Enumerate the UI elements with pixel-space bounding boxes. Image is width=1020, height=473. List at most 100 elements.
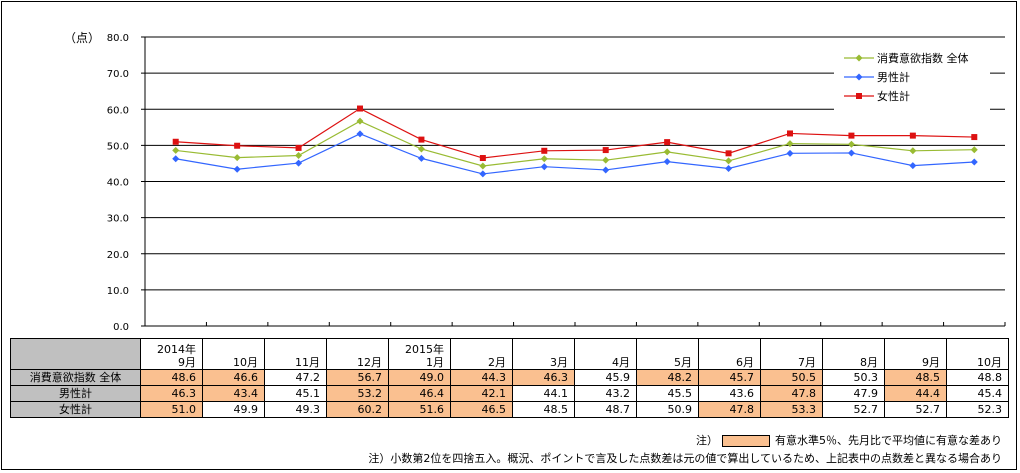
legend-marker: [856, 93, 862, 99]
table-month-header: 10月: [946, 338, 1009, 370]
data-table: 2014年 9月 10月 11月 12月 2015年 1月 2月 3月 4月 5月 6月 7月 8月 9月 1…: [10, 338, 1009, 418]
table-cell: 45.7: [698, 369, 761, 386]
table-cell: 46.3: [512, 369, 575, 386]
table-cell: 43.4: [202, 385, 265, 402]
table-cell: 50.9: [636, 401, 699, 418]
y-tick-label: 30.0: [107, 214, 129, 225]
data-point: [848, 132, 855, 139]
series-line: [175, 107, 975, 159]
table-cell: 43.2: [574, 385, 637, 402]
table-row: 男性計 46.3 43.4 45.1 53.2 46.4 42.1 44.1 43.2 45.5 4…: [10, 385, 1009, 402]
legend-label: 消費意欲指数 全体: [877, 51, 969, 65]
table-cell: 43.6: [698, 385, 761, 402]
data-point: [418, 136, 425, 143]
table-header-row: 2014年 9月 10月 11月 12月 2015年 1月 2月 3月 4月 5月 6月 7月 8月 9月 1…: [10, 338, 1009, 370]
data-point: [971, 134, 978, 141]
table-cell: 47.2: [264, 369, 327, 386]
table-corner-cell: [10, 338, 141, 370]
table-row-label: 男性計: [10, 385, 141, 402]
data-point: [295, 159, 303, 167]
table-cell: 48.7: [574, 401, 637, 418]
table-cell: 50.5: [760, 369, 823, 386]
table-month-header: 10月: [202, 338, 265, 370]
table-cell: 51.0: [140, 401, 203, 418]
y-tick-label: 80.0: [107, 33, 129, 44]
series-line: [175, 133, 975, 175]
data-point: [909, 147, 917, 155]
data-point: [479, 170, 487, 178]
table-month-header: 2015年 1月: [388, 338, 451, 370]
table-cell: 47.9: [822, 385, 885, 402]
legend-label: 女性計: [877, 89, 910, 103]
series-line: [175, 120, 975, 167]
table-cell: 46.5: [450, 401, 513, 418]
table-row-label: 消費意欲指数 全体: [10, 369, 141, 386]
data-point: [234, 142, 241, 149]
data-point: [725, 157, 733, 165]
data-point: [172, 138, 179, 145]
data-point: [725, 164, 733, 172]
data-point: [356, 130, 364, 138]
table-month-header: 2014年 9月: [140, 338, 203, 370]
table-month-header: 11月: [264, 338, 327, 370]
table-month-header: 7月: [760, 338, 823, 370]
table-row: 消費意欲指数 全体 48.6 46.6 47.2 56.7 49.0 44.3 46.3 45.…: [10, 369, 1009, 386]
y-tick-label: 20.0: [107, 250, 129, 261]
data-point: [664, 139, 671, 146]
series-lines: [172, 105, 978, 178]
table-cell: 44.1: [512, 385, 575, 402]
data-point: [479, 162, 487, 170]
legend-label: 男性計: [877, 70, 910, 84]
data-point: [663, 148, 671, 156]
table-cell: 45.1: [264, 385, 327, 402]
data-point: [233, 154, 241, 162]
data-point: [602, 147, 609, 154]
data-point: [540, 163, 548, 171]
table-cell: 46.6: [202, 369, 265, 386]
significance-text: 有意水準5％、先月比で平均値に有意な差あり: [775, 434, 1002, 447]
y-tick-label: 60.0: [107, 105, 129, 116]
data-point: [663, 158, 671, 166]
data-point: [479, 155, 486, 162]
data-point: [417, 154, 425, 162]
table-cell: 46.3: [140, 385, 203, 402]
data-point: [786, 140, 794, 148]
data-point: [172, 155, 180, 163]
data-point: [786, 149, 794, 157]
table-cell: 49.9: [202, 401, 265, 418]
data-point: [172, 146, 180, 154]
data-point: [847, 140, 855, 148]
x-axis: [144, 322, 1006, 326]
table-cell: 52.7: [884, 401, 947, 418]
data-point: [602, 156, 610, 164]
table-cell: 44.3: [450, 369, 513, 386]
table-cell: 48.5: [512, 401, 575, 418]
data-point: [970, 146, 978, 154]
table-month-header: 3月: [512, 338, 575, 370]
table-cell: 49.3: [264, 401, 327, 418]
significance-note: 注） 有意水準5％、先月比で平均値に有意な差あり: [368, 432, 1002, 450]
table-cell: 47.8: [698, 401, 761, 418]
y-tick-label: 40.0: [107, 178, 129, 189]
table-cell: 42.1: [450, 385, 513, 402]
y-tick-label: 70.0: [107, 69, 129, 80]
data-point: [725, 150, 732, 157]
legend-marker: [855, 54, 863, 62]
table-cell: 45.4: [946, 385, 1009, 402]
table-month-header: 12月: [326, 338, 389, 370]
line-chart: 0.010.020.030.040.050.060.070.080.0 （点） …: [64, 31, 1006, 333]
y-tick-label: 10.0: [107, 286, 129, 297]
data-point: [909, 132, 916, 139]
table-cell: 46.4: [388, 385, 451, 402]
table-cell: 50.3: [822, 369, 885, 386]
data-point: [356, 117, 364, 125]
table-cell: 51.6: [388, 401, 451, 418]
table-cell: 45.9: [574, 369, 637, 386]
table-cell: 52.7: [822, 401, 885, 418]
data-point: [909, 162, 917, 170]
legend-marker: [855, 73, 863, 81]
data-point: [970, 158, 978, 166]
table-cell: 45.5: [636, 385, 699, 402]
data-point: [357, 105, 363, 112]
